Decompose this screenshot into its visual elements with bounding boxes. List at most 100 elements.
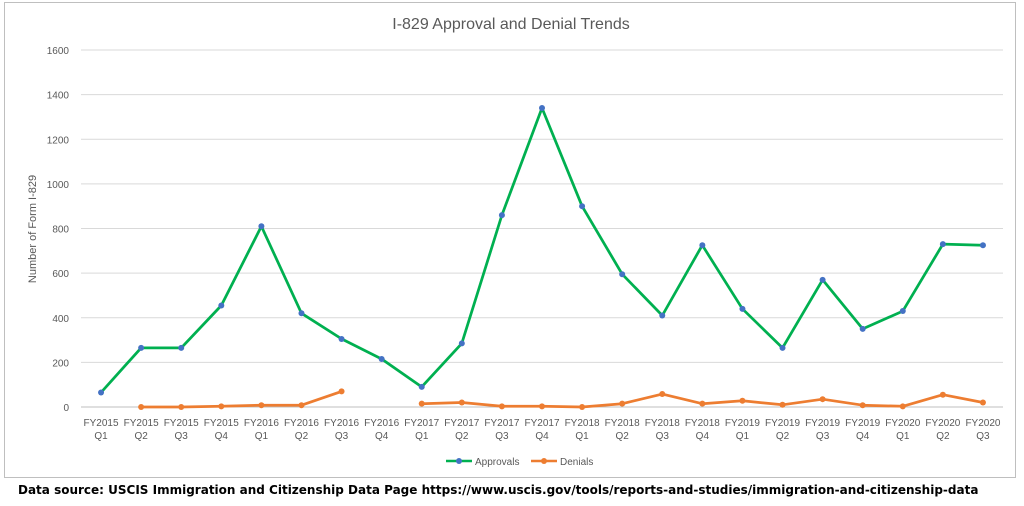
x-tick-label-line: Q3 [175, 431, 189, 442]
data-point [338, 335, 345, 342]
x-tick-label-line: FY2019 [725, 418, 760, 429]
y-tick-label: 800 [52, 225, 69, 236]
x-tick-label-line: FY2019 [805, 418, 840, 429]
data-point [418, 383, 425, 390]
x-tick-label-line: FY2017 [404, 418, 439, 429]
x-tick-label-line: Q3 [335, 431, 349, 442]
x-tick-label-line: FY2017 [524, 418, 559, 429]
data-point [138, 344, 145, 351]
x-tick-label: FY2016 Q2 [284, 418, 319, 442]
x-tick-label: FY2019 Q1 [725, 418, 760, 442]
x-tick-label-line: FY2016 [324, 418, 359, 429]
data-point [619, 400, 626, 407]
x-tick-label-line: Q2 [295, 431, 309, 442]
y-axis-label: Number of Form I-829 [27, 175, 39, 283]
x-tick-label-line: FY2019 [765, 418, 800, 429]
source-note: Data source: USCIS Immigration and Citiz… [18, 483, 979, 497]
y-tick-label: 1600 [47, 46, 70, 57]
data-point [699, 400, 706, 407]
x-tick-label: FY2015 Q3 [164, 418, 199, 442]
x-tick-label-line: FY2018 [565, 418, 600, 429]
x-tick-label: FY2016 Q4 [364, 418, 399, 442]
data-point [218, 403, 225, 410]
x-tick-label-line: FY2015 [204, 418, 239, 429]
chart-frame: I-829 Approval and Denial Trends Number … [4, 2, 1016, 478]
x-tick-label-line: Q4 [215, 431, 229, 442]
legend-item: Denials [531, 457, 593, 468]
chart-title: I-829 Approval and Denial Trends [392, 16, 629, 33]
data-point [579, 404, 586, 410]
data-point [819, 276, 826, 283]
data-point [739, 305, 746, 312]
series-line [99, 106, 985, 394]
x-tick-label: FY2017 Q4 [524, 418, 559, 442]
x-tick-label-line: Q2 [455, 431, 469, 442]
data-point [338, 388, 345, 395]
data-point [899, 308, 906, 315]
x-tick-label: FY2015 Q1 [84, 418, 119, 442]
data-point [498, 212, 505, 219]
legend: Approvals Denials [446, 457, 593, 468]
x-tick-label-line: FY2020 [885, 418, 920, 429]
x-tick-label-line: FY2019 [845, 418, 880, 429]
x-tick-label-line: Q4 [535, 431, 549, 442]
x-tick-label-line: Q1 [415, 431, 429, 442]
x-tick-label: FY2018 Q3 [645, 418, 680, 442]
x-tick-label-line: FY2020 [965, 418, 1000, 429]
data-point [258, 402, 265, 409]
data-point [458, 340, 465, 347]
x-tick-label: FY2019 Q4 [845, 418, 880, 442]
x-tick-label-line: Q1 [575, 431, 589, 442]
data-point [659, 391, 666, 398]
x-tick-label-line: Q1 [94, 431, 108, 442]
data-point [779, 344, 786, 351]
data-point [979, 242, 986, 249]
y-tick-label: 400 [52, 314, 69, 325]
x-tick-label-line: Q2 [134, 431, 148, 442]
y-tick-label: 600 [52, 269, 69, 280]
x-tick-label: FY2020 Q3 [965, 418, 1000, 442]
x-tick-label-line: FY2016 [284, 418, 319, 429]
x-tick-label-line: Q2 [776, 431, 790, 442]
x-tick-label: FY2019 Q2 [765, 418, 800, 442]
x-tick-label: FY2018 Q2 [605, 418, 640, 442]
x-tick-label: FY2017 Q1 [404, 418, 439, 442]
x-tick-label: FY2019 Q3 [805, 418, 840, 442]
x-tick-label-line: Q1 [736, 431, 750, 442]
data-point [899, 403, 906, 410]
data-point [819, 396, 826, 403]
data-point [138, 404, 145, 410]
x-tick-label: FY2015 Q2 [124, 418, 159, 442]
y-tick-label: 1400 [47, 91, 70, 102]
y-tick-label: 1000 [47, 180, 70, 191]
data-point [378, 356, 385, 363]
x-tick-label-line: Q1 [255, 431, 269, 442]
data-point [258, 223, 265, 230]
y-tick-label: 0 [63, 403, 69, 414]
data-point [859, 325, 866, 332]
x-tick-label-line: Q2 [616, 431, 630, 442]
legend-label: Denials [560, 457, 593, 468]
x-tick-label: FY2017 Q3 [484, 418, 519, 442]
x-tick-label-line: Q3 [816, 431, 830, 442]
data-point [659, 312, 666, 319]
gridlines [81, 49, 1003, 408]
x-tick-label: FY2018 Q4 [685, 418, 720, 442]
data-point [539, 403, 545, 410]
x-tick-label-line: Q4 [856, 431, 870, 442]
x-tick-label-line: FY2017 [444, 418, 479, 429]
x-tick-label: FY2016 Q3 [324, 418, 359, 442]
x-tick-label-line: Q2 [936, 431, 950, 442]
legend-label: Approvals [475, 457, 519, 468]
x-tick-label-line: Q3 [976, 431, 990, 442]
x-tick-label: FY2016 Q1 [244, 418, 279, 442]
data-point [939, 391, 946, 398]
data-point [979, 399, 986, 406]
x-tick-label: FY2020 Q1 [885, 418, 920, 442]
data-point [539, 105, 545, 112]
x-tick-label-line: FY2015 [164, 418, 199, 429]
x-tick-label-line: Q4 [375, 431, 389, 442]
x-tick-label-line: FY2016 [244, 418, 279, 429]
data-point [699, 242, 706, 249]
legend-swatch-marker [541, 458, 547, 464]
